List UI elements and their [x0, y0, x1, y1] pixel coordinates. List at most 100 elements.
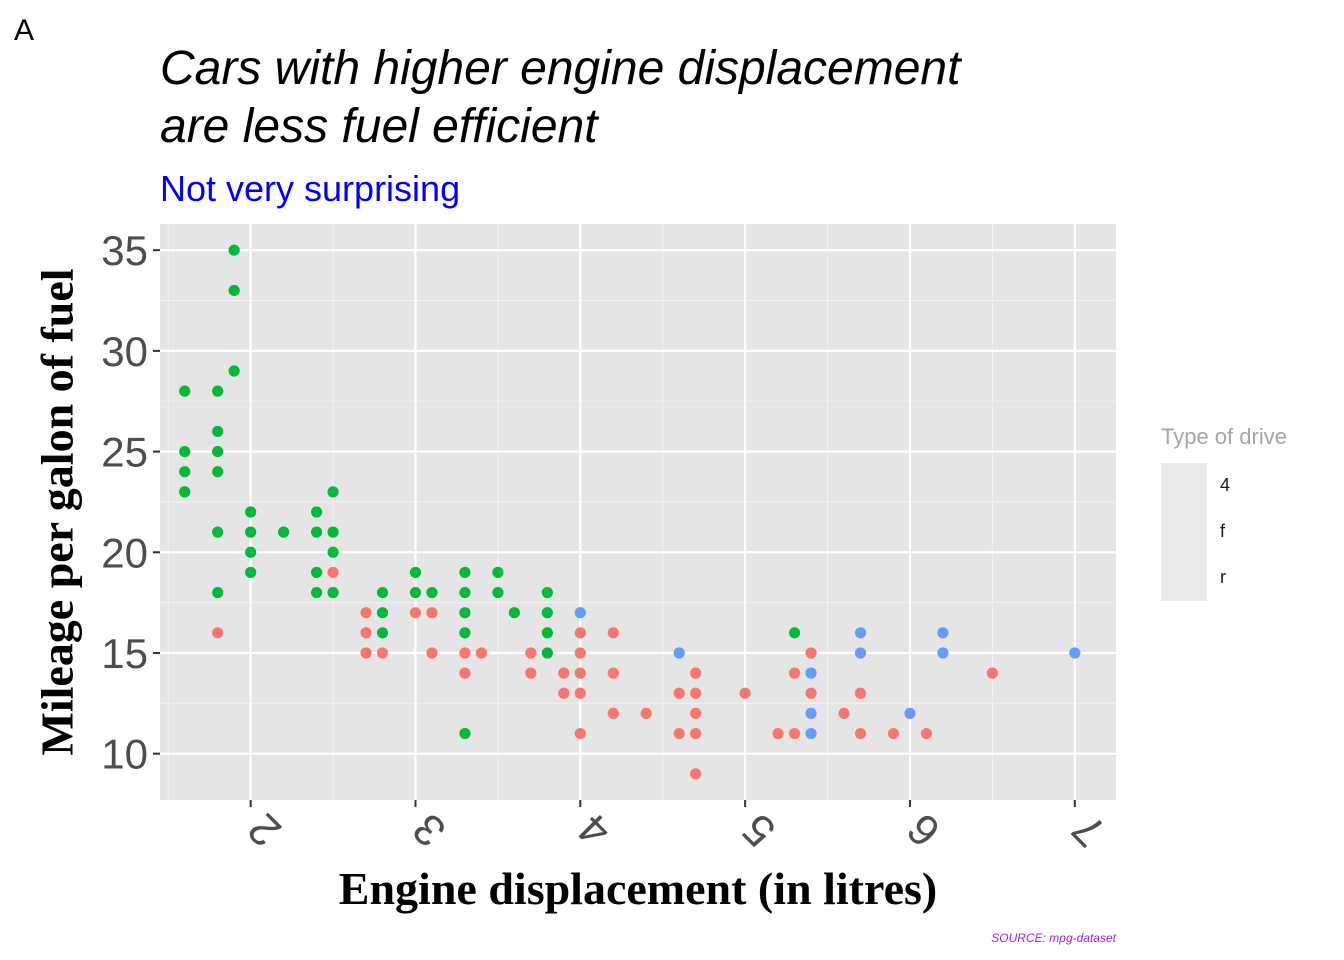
data-point-4: [459, 647, 471, 659]
data-point-f: [245, 526, 257, 538]
data-point-4: [475, 647, 488, 659]
chart-title-line-2: are less fuel efficient: [160, 100, 598, 153]
data-point-r: [673, 647, 685, 659]
data-point-r: [904, 707, 916, 719]
plot-panel: [160, 224, 1116, 800]
data-point-4: [574, 727, 586, 740]
data-point-f: [212, 445, 224, 458]
data-point-f: [310, 526, 323, 538]
data-point-4: [838, 707, 850, 719]
data-point-4: [986, 667, 998, 679]
data-point-4: [574, 647, 586, 659]
data-point-f: [426, 586, 438, 599]
data-point-4: [607, 707, 619, 719]
data-point-f: [327, 486, 339, 498]
data-point-4: [525, 647, 537, 659]
y-tick-label: 15: [101, 630, 148, 677]
data-point-4: [360, 607, 372, 619]
data-point-f: [327, 546, 339, 558]
data-point-f: [310, 566, 323, 579]
data-point-f: [310, 586, 323, 599]
data-point-4: [920, 727, 933, 740]
legend-key-panel: [1161, 463, 1207, 601]
data-point-f: [212, 586, 224, 599]
chart-title: Cars with higher engine displacement are…: [160, 40, 960, 156]
data-point-f: [541, 586, 553, 599]
data-point-4: [772, 727, 784, 740]
data-point-f: [179, 466, 191, 478]
data-point-f: [212, 385, 224, 397]
data-point-4: [854, 687, 867, 699]
data-point-4: [805, 687, 817, 699]
data-point-f: [459, 727, 471, 740]
data-point-4: [640, 707, 652, 719]
data-point-r: [805, 727, 817, 740]
data-point-4: [607, 667, 619, 679]
data-point-f: [492, 566, 504, 579]
x-tick-label: 5: [733, 804, 785, 856]
data-point-4: [327, 566, 339, 579]
x-tick-label: 4: [568, 804, 620, 856]
data-point-4: [887, 727, 900, 740]
data-point-f: [212, 425, 224, 438]
data-point-f: [212, 466, 224, 478]
data-point-4: [607, 627, 619, 639]
data-point-4: [673, 687, 685, 699]
data-point-4: [854, 727, 867, 740]
data-point-f: [508, 607, 520, 619]
y-tick-label: 20: [101, 529, 148, 576]
data-point-4: [426, 647, 438, 659]
data-point-f: [409, 566, 422, 579]
legend-label-4: 4: [1220, 475, 1231, 495]
data-point-r: [1069, 647, 1081, 659]
data-point-f: [327, 526, 339, 538]
data-point-f: [245, 566, 257, 579]
data-point-f: [376, 627, 389, 639]
data-point-f: [459, 627, 471, 639]
data-point-r: [937, 627, 949, 639]
data-point-f: [278, 526, 290, 538]
y-tick-label: 25: [101, 429, 148, 476]
data-point-f: [212, 526, 224, 538]
legend-label-r: r: [1220, 567, 1226, 587]
data-point-4: [212, 627, 224, 639]
data-point-4: [690, 727, 702, 740]
x-tick-label: 7: [1063, 804, 1115, 856]
figure-tag: A: [14, 14, 35, 47]
data-point-4: [426, 607, 438, 619]
legend-title: Type of drive: [1161, 424, 1287, 449]
x-axis-label: Engine displacement (in litres): [338, 863, 938, 914]
data-point-f: [409, 586, 422, 599]
y-tick-label: 35: [101, 227, 148, 274]
data-point-f: [228, 365, 240, 377]
data-point-r: [854, 647, 867, 659]
data-point-f: [541, 607, 553, 619]
data-point-4: [376, 647, 389, 659]
data-point-f: [327, 586, 339, 599]
data-point-4: [805, 647, 817, 659]
data-point-4: [574, 687, 586, 699]
data-point-4: [690, 707, 702, 719]
data-point-4: [690, 768, 702, 780]
data-point-4: [459, 667, 471, 679]
data-point-f: [459, 607, 471, 619]
y-tick-label: 30: [101, 328, 148, 375]
data-point-4: [574, 667, 586, 679]
data-point-f: [228, 284, 240, 297]
data-point-4: [558, 687, 570, 699]
data-point-4: [558, 667, 570, 679]
data-point-f: [228, 244, 240, 256]
x-tick-label: 3: [404, 804, 456, 856]
data-point-f: [310, 506, 323, 518]
data-point-4: [788, 727, 801, 740]
data-point-4: [525, 667, 537, 679]
data-point-4: [739, 687, 751, 699]
x-tick-label: 2: [239, 804, 291, 856]
y-tick-label: 10: [101, 731, 148, 778]
data-point-f: [376, 586, 389, 599]
data-point-4: [574, 627, 586, 639]
data-point-4: [690, 687, 702, 699]
x-tick-label: 6: [898, 804, 950, 856]
data-point-f: [179, 486, 191, 498]
